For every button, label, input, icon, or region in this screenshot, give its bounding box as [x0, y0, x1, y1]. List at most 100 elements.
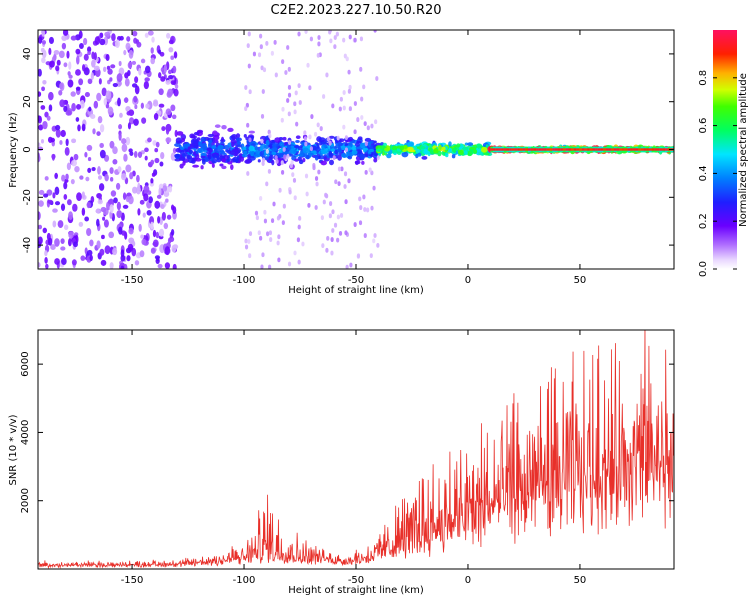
heatmap-cell: [344, 199, 348, 205]
heatmap-cell: [144, 77, 150, 82]
heatmap-cell: [105, 90, 112, 100]
heatmap-marks: [38, 30, 674, 269]
heatmap-cell: [386, 153, 392, 159]
heatmap-cell: [635, 148, 640, 151]
heatmap-cell: [375, 76, 379, 81]
spectrogram-y-tick-label: 0: [22, 146, 33, 152]
heatmap-cell: [76, 55, 80, 65]
heatmap-cell: [40, 47, 45, 53]
heatmap-cell: [96, 218, 100, 227]
heatmap-cell: [140, 58, 146, 64]
heatmap-cell: [91, 51, 95, 60]
heatmap-cell: [314, 205, 318, 210]
heatmap-cell: [297, 83, 301, 88]
heatmap-cell: [38, 68, 42, 77]
heatmap-cell: [597, 148, 602, 151]
heatmap-cell: [88, 106, 92, 112]
heatmap-cell: [91, 166, 96, 172]
heatmap-cell: [194, 153, 200, 160]
heatmap-cell: [331, 228, 335, 233]
heatmap-cell: [65, 173, 69, 181]
heatmap-cell: [304, 173, 309, 179]
heatmap-cell: [268, 264, 272, 269]
heatmap-cell: [44, 176, 49, 181]
heatmap-cell: [219, 163, 224, 167]
heatmap-cell: [659, 148, 664, 151]
heatmap-cell: [97, 166, 101, 175]
heatmap-cell: [337, 142, 343, 147]
heatmap-cell: [119, 112, 123, 118]
heatmap-cell: [54, 172, 58, 180]
heatmap-cell: [533, 148, 538, 151]
heatmap-cell: [266, 231, 270, 237]
heatmap-cell: [600, 148, 605, 151]
heatmap-cell: [595, 148, 600, 151]
heatmap-cell: [174, 129, 178, 138]
heatmap-cell: [116, 201, 121, 211]
heatmap-cell: [611, 148, 616, 151]
heatmap-cell: [283, 154, 287, 160]
heatmap-cell: [54, 201, 61, 206]
heatmap-cell: [87, 167, 92, 173]
heatmap-cell: [417, 152, 422, 157]
heatmap-cell: [164, 246, 171, 256]
heatmap-cell: [109, 167, 114, 175]
heatmap-cell: [464, 142, 469, 146]
heatmap-cell: [428, 147, 433, 152]
heatmap-cell: [322, 94, 326, 99]
heatmap-cell: [356, 253, 361, 259]
heatmap-cell: [134, 260, 140, 266]
heatmap-cell: [139, 199, 145, 205]
heatmap-cell: [172, 65, 177, 74]
heatmap-cell: [175, 137, 182, 144]
heatmap-cell: [236, 141, 241, 145]
spectrogram-x-tick-label: -150: [121, 275, 144, 286]
heatmap-cell: [235, 137, 242, 142]
heatmap-cell: [331, 148, 335, 152]
heatmap-cell: [276, 240, 280, 246]
heatmap-cell: [226, 158, 230, 163]
heatmap-cell: [91, 59, 96, 68]
heatmap-cell: [227, 127, 234, 133]
heatmap-cell: [42, 120, 48, 130]
heatmap-cell: [150, 247, 156, 254]
heatmap-cell: [267, 129, 271, 135]
heatmap-cell: [360, 115, 364, 120]
heatmap-cell: [87, 51, 91, 56]
heatmap-cell: [48, 91, 54, 101]
spectrogram-y-tick-label: 40: [22, 48, 33, 61]
heatmap-cell: [81, 64, 86, 72]
heatmap-cell: [221, 165, 227, 170]
heatmap-cell: [298, 215, 302, 221]
heatmap-cell: [158, 49, 162, 55]
heatmap-cell: [162, 185, 168, 192]
heatmap-cell: [490, 148, 495, 151]
heatmap-cell: [261, 161, 265, 166]
heatmap-cell: [286, 45, 290, 50]
heatmap-cell: [370, 123, 374, 129]
heatmap-cell: [104, 173, 109, 182]
heatmap-cell: [104, 31, 111, 37]
heatmap-cell: [105, 103, 110, 109]
heatmap-cell: [38, 224, 43, 230]
heatmap-cell: [207, 133, 215, 138]
heatmap-cell: [293, 195, 297, 201]
heatmap-cell: [294, 145, 300, 149]
heatmap-cell: [638, 148, 643, 151]
heatmap-cell: [665, 148, 670, 151]
heatmap-cell: [152, 100, 159, 107]
heatmap-cell: [178, 156, 186, 161]
heatmap-cell: [332, 155, 336, 161]
heatmap-cell: [230, 133, 238, 140]
heatmap-cell: [168, 185, 173, 193]
colorbar-tick-label: 0.2: [698, 213, 709, 229]
heatmap-cell: [372, 185, 376, 191]
heatmap-cell: [427, 150, 431, 157]
heatmap-cell: [150, 57, 156, 65]
heatmap-cell: [75, 69, 81, 76]
heatmap-cell: [150, 221, 154, 230]
heatmap-cell: [141, 117, 147, 124]
heatmap-cell: [83, 67, 90, 76]
heatmap-cell: [338, 230, 343, 236]
heatmap-cell: [269, 237, 273, 242]
